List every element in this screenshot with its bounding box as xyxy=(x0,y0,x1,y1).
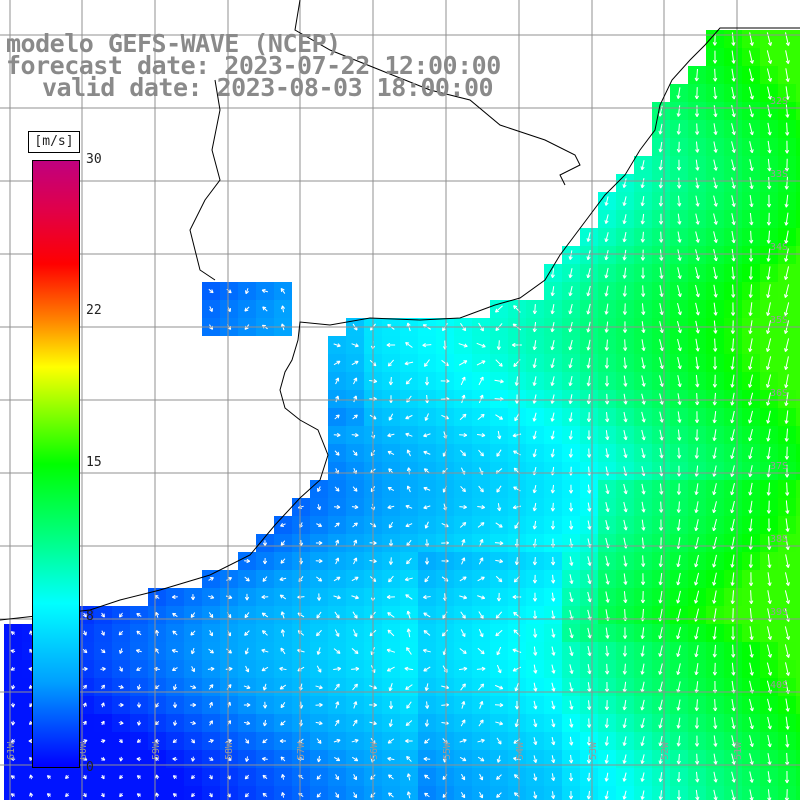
longitude-label: 60W xyxy=(78,741,89,760)
colorbar-tick-0: 0 xyxy=(86,760,94,775)
latitude-label: 32S xyxy=(770,96,788,107)
longitude-label: 52W xyxy=(660,741,671,760)
latitude-label: 36S xyxy=(770,388,788,399)
country-border-north xyxy=(294,0,581,186)
longitude-label: 53W xyxy=(588,741,599,760)
latitude-label: 39S xyxy=(770,607,788,618)
longitude-label: 57W xyxy=(296,741,307,760)
colorbar-tick-15: 15 xyxy=(86,455,102,470)
longitude-label: 55W xyxy=(442,741,453,760)
valid-date: valid date: 2023-08-03 18:00:00 xyxy=(42,73,494,102)
longitude-label: 54W xyxy=(515,741,526,760)
longitude-label: 61W xyxy=(6,741,17,760)
model-title: modelo GEFS-WAVE (NCEP) xyxy=(6,29,341,58)
latitude-label: 40S xyxy=(770,680,788,691)
colorbar-tick-22: 22 xyxy=(86,303,102,318)
country-border xyxy=(189,79,221,281)
wind-vectors xyxy=(10,32,791,800)
longitude-label: 58W xyxy=(224,741,235,760)
colorbar-tick-30: 30 xyxy=(86,152,102,167)
forecast-date: forecast date: 2023-07-22 12:00:00 xyxy=(6,51,501,80)
latitude-label: 33S xyxy=(770,169,788,180)
latitude-labels: 32S 33S 34S 35S 36S 37S 38S 39S 40S xyxy=(770,96,788,691)
latitude-label: 35S xyxy=(770,315,788,326)
latitude-label: 37S xyxy=(770,461,788,472)
wind-speed-field xyxy=(4,30,800,800)
latitude-label: 38S xyxy=(770,534,788,545)
colorbar-unit-label: [m/s] xyxy=(28,131,80,153)
longitude-label: 59W xyxy=(151,741,162,760)
coastline xyxy=(0,27,800,621)
latitude-label: 34S xyxy=(770,242,788,253)
colorbar-tick-8: 8 xyxy=(86,609,94,624)
longitude-labels: 61W 60W 59W 58W 57W 56W 55W 54W 53W 52W 51W xyxy=(6,741,744,760)
longitude-label: 56W xyxy=(369,741,380,760)
longitude-label: 51W xyxy=(733,741,744,760)
colorbar xyxy=(32,160,80,768)
